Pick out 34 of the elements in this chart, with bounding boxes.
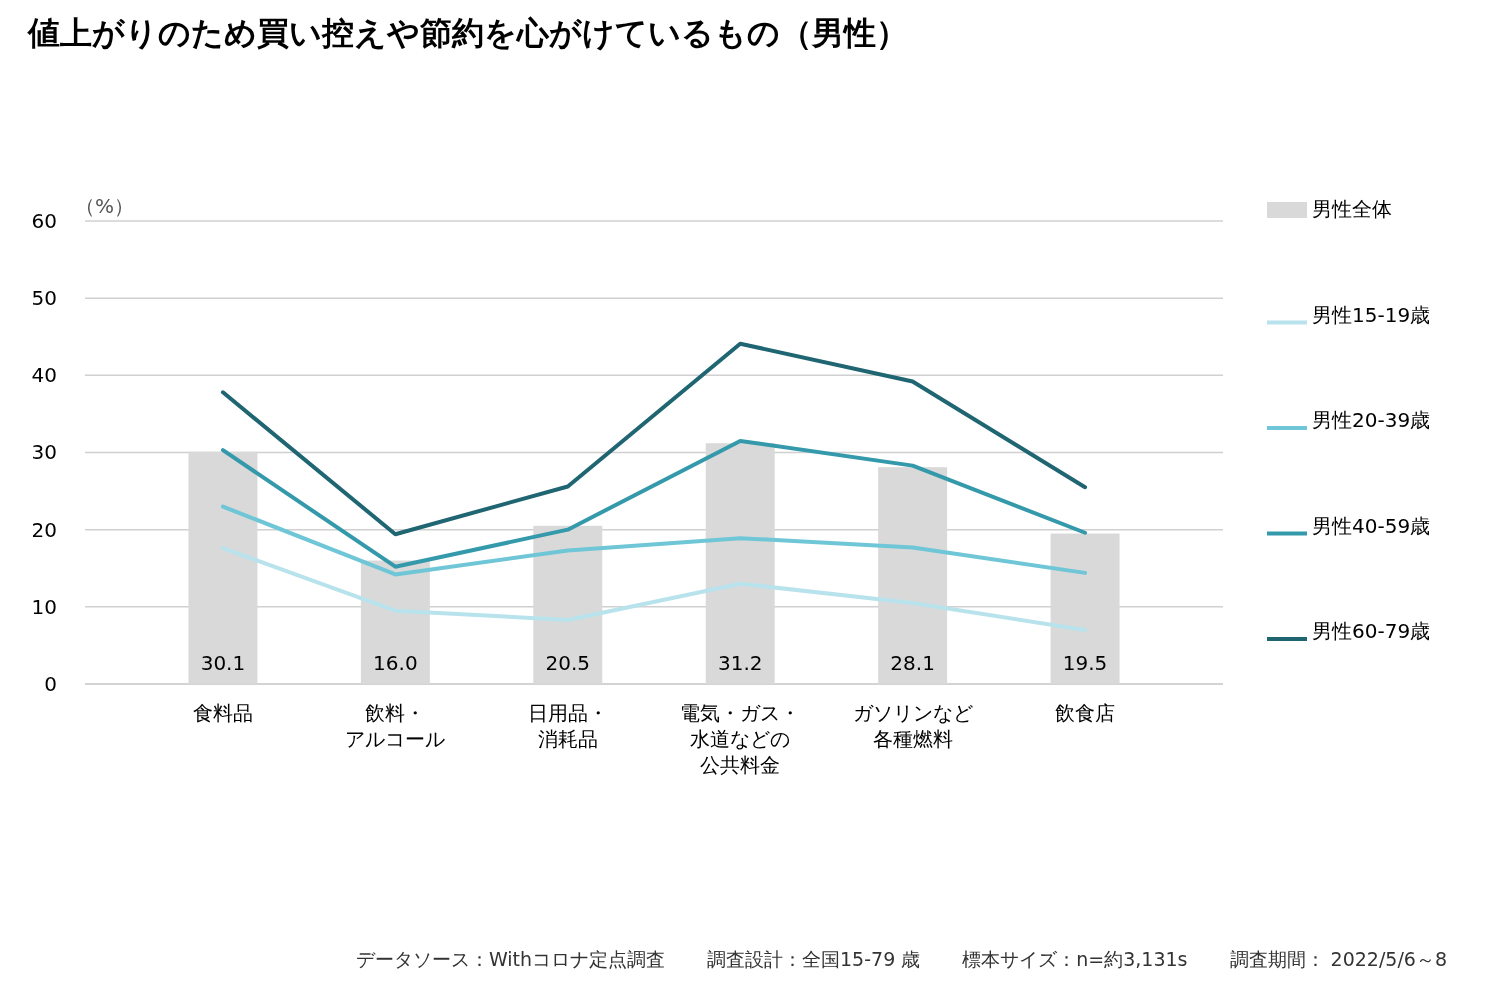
y-tick-label: 0 <box>44 671 57 696</box>
data-label: 16.0 <box>373 651 418 675</box>
line-series <box>220 504 1088 577</box>
line-series <box>220 341 1088 537</box>
data-label: 31.2 <box>717 651 763 675</box>
y-tick-label: 40 <box>31 363 57 388</box>
chart-title: 値上がりのため買い控えや節約を心がけているもの（男性） <box>27 14 908 52</box>
data-label: 20.5 <box>545 651 591 675</box>
legend-label: 男性20-39歳 <box>1312 408 1431 432</box>
legend-label: 男性15-19歳 <box>1312 302 1431 327</box>
line-series <box>220 546 1088 632</box>
y-tick-label: 20 <box>31 517 57 542</box>
legend-label: 男性40-59歳 <box>1312 513 1431 538</box>
x-tick-label: 飲食店 <box>1055 701 1116 725</box>
legend-label: 男性60-79歳 <box>1312 619 1431 643</box>
data-label: 28.1 <box>890 651 935 675</box>
line-series <box>220 438 1088 569</box>
data-label: 30.1 <box>200 651 246 675</box>
text: 標本サイズ：n=約3,131s <box>962 948 1188 970</box>
legend-label: 男性全体 <box>1312 197 1392 221</box>
y-tick-label: 30 <box>31 440 57 465</box>
data-label: 19.5 <box>1062 651 1108 675</box>
text: 調査設計：全国15-79 歳 <box>707 948 921 970</box>
y-tick-label: 50 <box>31 286 57 311</box>
x-tick-label: 電気・ガス・水道などの公共料金 <box>680 701 801 777</box>
x-tick-label: 飲料・アルコール <box>345 701 446 751</box>
x-tick-label: 食料品 <box>192 701 253 725</box>
text: 調査期間： 2022/5/6～8 <box>1229 948 1447 970</box>
x-tick-label: 日用品・消耗品 <box>527 701 608 751</box>
text: データソース：Withコロナ定点調査 <box>355 948 666 970</box>
y-tick-label: 60 <box>31 208 57 233</box>
y-tick-label: 10 <box>31 594 57 619</box>
x-tick-label: ガソリンなど各種燃料 <box>852 701 973 751</box>
y-axis-title: （%） <box>75 194 135 218</box>
